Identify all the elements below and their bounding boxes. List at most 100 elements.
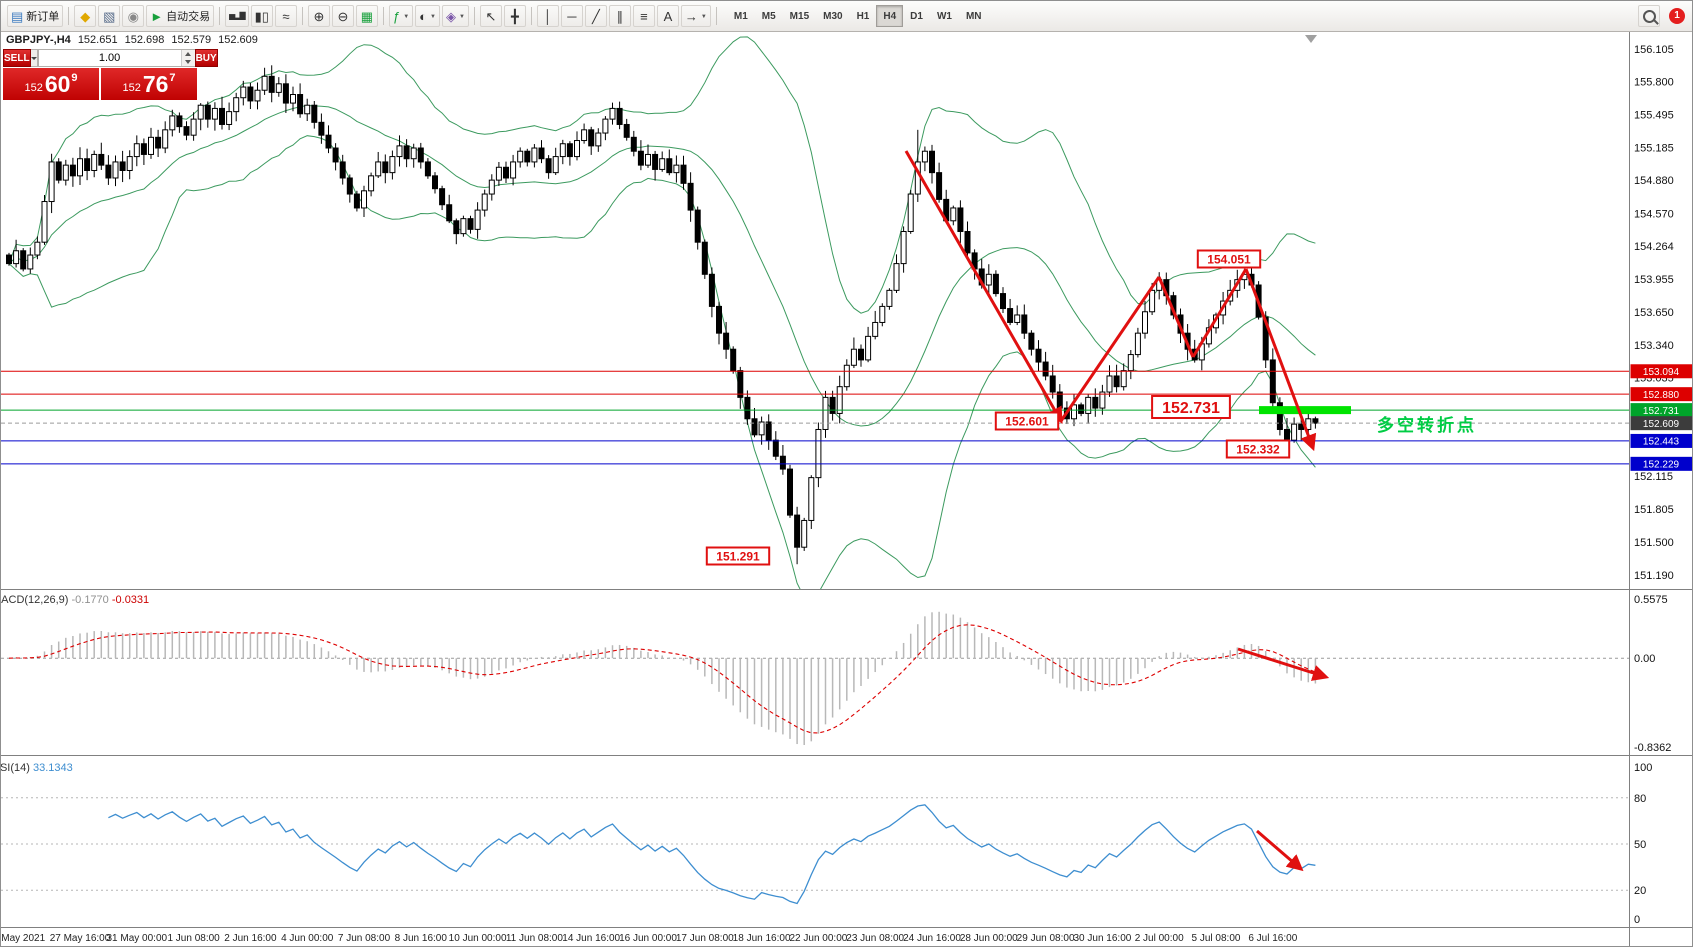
- svg-text:152.229: 152.229: [1643, 460, 1680, 471]
- toolbar: ▤ 新订单 ◆ ▧ ◉ ► 自动交易 ▅▂▇ ▮▯ ≈ ⊕ ⊖ ▦ ƒ ▼ ◐ ▼ ◈ ▼ ↖ ╋ │ ─ ╱ ∥ ≡ A → ▼ M1…: [1, 1, 1692, 32]
- svg-text:22 Jun 00:00: 22 Jun 00:00: [789, 933, 847, 944]
- trend-arrow-0[interactable]: [904, 150, 1063, 424]
- rsi-axis-label: 80: [1634, 793, 1646, 805]
- line-chart-button[interactable]: ≈: [274, 5, 297, 27]
- crosshair-tool-button[interactable]: ╋: [503, 5, 526, 27]
- volume-dropdown-button[interactable]: [30, 49, 38, 67]
- buy-price-prefix: 152: [122, 82, 141, 94]
- price-annotation-box-4[interactable]: 151.291: [705, 546, 771, 566]
- sell-button[interactable]: SELL: [3, 49, 31, 67]
- search-button[interactable]: [1638, 5, 1660, 27]
- trend-arrow-1[interactable]: [1059, 276, 1161, 422]
- timeframe-W1[interactable]: W1: [930, 5, 959, 27]
- highlight-bar[interactable]: [1259, 406, 1351, 415]
- timeframe-D1[interactable]: D1: [903, 5, 930, 27]
- timeframe-M5[interactable]: M5: [755, 5, 783, 27]
- trend-arrow-5[interactable]: [1237, 647, 1330, 681]
- autotrading-button[interactable]: ► 自动交易: [146, 5, 215, 27]
- horizontal-line-tool-button[interactable]: ─: [560, 5, 583, 27]
- svg-text:152.880: 152.880: [1643, 390, 1680, 401]
- toolbar-group: ↖ ╋: [479, 5, 527, 27]
- svg-text:17 Jun 08:00: 17 Jun 08:00: [676, 933, 734, 944]
- svg-text:152.601: 152.601: [1005, 414, 1049, 428]
- sell-price-button[interactable]: 152 60 9: [3, 68, 99, 100]
- low-value: 152.579: [171, 34, 212, 46]
- fibonacci-tool-button[interactable]: ≡: [632, 5, 655, 27]
- price-annotation-box-2[interactable]: 152.601: [994, 411, 1060, 431]
- timeframe-M15[interactable]: M15: [783, 5, 816, 27]
- price-annotation-box-0[interactable]: 154.051: [1196, 249, 1262, 269]
- sell-price-big: 60: [44, 70, 71, 97]
- indicators-dropdown[interactable]: ƒ ▼: [388, 5, 414, 27]
- svg-text:152.731: 152.731: [1162, 400, 1220, 417]
- arrows-tool-icon: →: [684, 8, 698, 24]
- metaeditor-button[interactable]: ◆: [74, 5, 97, 27]
- bollinger-band-lower: [8, 135, 1316, 589]
- cursor-tool-button[interactable]: ↖: [479, 5, 502, 27]
- vertical-line-tool-icon: │: [543, 8, 552, 24]
- volume-input[interactable]: [38, 50, 181, 66]
- cursor-tool-icon: ↖: [485, 8, 497, 24]
- timeframe-MN[interactable]: MN: [959, 5, 989, 27]
- svg-text:18 Jun 16:00: 18 Jun 16:00: [733, 933, 791, 944]
- timeframe-H4[interactable]: H4: [876, 5, 904, 27]
- svg-text:154.264: 154.264: [1634, 241, 1674, 253]
- rsi-line: [108, 804, 1316, 905]
- templates-dropdown[interactable]: ◈ ▼: [441, 5, 469, 27]
- price-tag-152.731[interactable]: 152.731: [1630, 403, 1693, 418]
- current-price-tag[interactable]: 152.609: [1630, 416, 1693, 431]
- timeframe-M1[interactable]: M1: [727, 5, 755, 27]
- svg-text:153.955: 153.955: [1634, 274, 1674, 286]
- toolbar-buttons: ▤ 新订单 ◆ ▧ ◉ ► 自动交易 ▅▂▇ ▮▯ ≈ ⊕ ⊖ ▦ ƒ ▼ ◐ ▼ ◈ ▼ ↖ ╋ │ ─ ╱ ∥ ≡ A → ▼: [6, 5, 712, 27]
- vertical-line-tool-button[interactable]: │: [536, 5, 559, 27]
- channel-tool-button[interactable]: ∥: [608, 5, 631, 27]
- svg-text:27 May 16:00: 27 May 16:00: [50, 933, 111, 944]
- candlestick-chart-button[interactable]: ▮▯: [250, 5, 273, 27]
- print-button[interactable]: ▧: [98, 5, 121, 27]
- volume-up-button[interactable]: [181, 50, 195, 58]
- chart-shift-marker-icon[interactable]: [1305, 35, 1317, 43]
- trade-panel-prices: 152 60 9 152 76 7: [3, 68, 197, 100]
- zoom-in-button[interactable]: ⊕: [307, 5, 330, 27]
- trend-arrow-4[interactable]: [1244, 268, 1317, 452]
- autotrading-icon: ►: [150, 8, 164, 24]
- price-tag-152.880[interactable]: 152.880: [1630, 387, 1693, 402]
- trendline-tool-button[interactable]: ╱: [584, 5, 607, 27]
- trend-arrow-2[interactable]: [1157, 276, 1195, 358]
- svg-text:156.105: 156.105: [1634, 44, 1674, 56]
- price-annotation-box-3[interactable]: 152.332: [1225, 439, 1291, 459]
- price-tag-152.443[interactable]: 152.443: [1630, 433, 1693, 448]
- toolbar-separator: [68, 7, 70, 25]
- bars-chart-button[interactable]: ▅▂▇: [225, 5, 249, 27]
- tile-windows-button[interactable]: ▦: [355, 5, 378, 27]
- svg-text:24 Jun 16:00: 24 Jun 16:00: [903, 933, 961, 944]
- trend-arrow-6[interactable]: [1256, 829, 1304, 872]
- price-tag-152.229[interactable]: 152.229: [1630, 456, 1693, 471]
- trend-arrow-3[interactable]: [1191, 268, 1248, 358]
- buy-price-button[interactable]: 152 76 7: [101, 68, 197, 100]
- zoom-out-button[interactable]: ⊖: [331, 5, 354, 27]
- notification-badge[interactable]: 1: [1669, 8, 1685, 24]
- svg-text:155.185: 155.185: [1634, 142, 1674, 154]
- symbol-timeframe-label: GBPJPY-,H4: [6, 34, 71, 46]
- svg-text:151.500: 151.500: [1634, 537, 1674, 549]
- macd-axis-label: -0.8362: [1634, 742, 1671, 754]
- arrows-tool-dropdown[interactable]: → ▼: [680, 5, 711, 27]
- bollinger-band-upper: [8, 36, 1316, 314]
- new-order-button[interactable]: ▤ 新订单: [7, 5, 64, 27]
- periods-dropdown[interactable]: ◐ ▼: [415, 5, 440, 27]
- sounds-button[interactable]: ◉: [122, 5, 145, 27]
- text-tool-button[interactable]: A: [656, 5, 679, 27]
- note-text-cn[interactable]: 多空转折点: [1377, 415, 1477, 435]
- price-annotation-box-1[interactable]: 152.731: [1151, 395, 1231, 419]
- timeframe-H1[interactable]: H1: [850, 5, 877, 27]
- toolbar-separator: [530, 7, 532, 25]
- price-tag-153.094[interactable]: 153.094: [1630, 364, 1693, 379]
- rsi-axis-label: 0: [1634, 914, 1640, 926]
- volume-down-button[interactable]: [181, 58, 195, 66]
- timeframe-M30[interactable]: M30: [816, 5, 849, 27]
- buy-button[interactable]: BUY: [194, 49, 218, 67]
- svg-text:14 Jun 16:00: 14 Jun 16:00: [562, 933, 620, 944]
